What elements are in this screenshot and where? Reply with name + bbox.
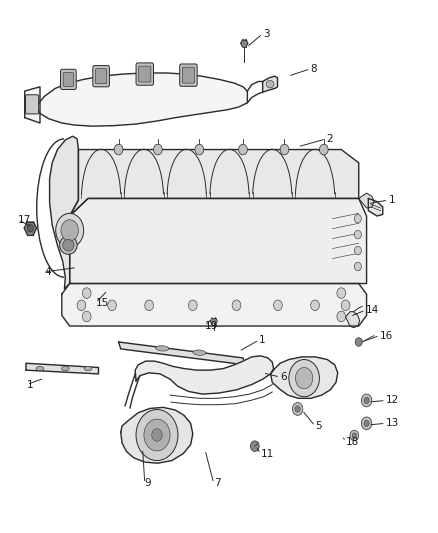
Ellipse shape bbox=[155, 346, 169, 351]
Circle shape bbox=[114, 144, 123, 155]
Ellipse shape bbox=[84, 367, 92, 370]
Polygon shape bbox=[24, 222, 36, 235]
Circle shape bbox=[292, 402, 303, 415]
FancyBboxPatch shape bbox=[25, 95, 39, 114]
Circle shape bbox=[232, 300, 241, 311]
Text: 1: 1 bbox=[27, 379, 34, 390]
Polygon shape bbox=[135, 356, 274, 394]
Text: 7: 7 bbox=[214, 479, 220, 488]
Text: 16: 16 bbox=[380, 330, 393, 341]
Polygon shape bbox=[359, 193, 374, 208]
Circle shape bbox=[144, 419, 170, 451]
Circle shape bbox=[27, 224, 33, 232]
Circle shape bbox=[355, 338, 362, 346]
Circle shape bbox=[311, 300, 319, 311]
FancyBboxPatch shape bbox=[139, 66, 151, 82]
Text: 15: 15 bbox=[96, 297, 109, 308]
Text: 19: 19 bbox=[205, 321, 218, 331]
Text: 13: 13 bbox=[386, 418, 399, 429]
Circle shape bbox=[212, 319, 216, 324]
Circle shape bbox=[82, 311, 91, 322]
FancyBboxPatch shape bbox=[136, 63, 153, 85]
Circle shape bbox=[295, 406, 300, 412]
Text: 14: 14 bbox=[366, 305, 379, 315]
Circle shape bbox=[319, 144, 328, 155]
Circle shape bbox=[153, 144, 162, 155]
Circle shape bbox=[195, 144, 204, 155]
Polygon shape bbox=[49, 136, 78, 289]
Circle shape bbox=[361, 394, 372, 407]
Ellipse shape bbox=[63, 239, 74, 251]
Circle shape bbox=[145, 300, 153, 311]
Circle shape bbox=[354, 262, 361, 271]
FancyBboxPatch shape bbox=[93, 66, 110, 87]
Circle shape bbox=[354, 246, 361, 255]
Circle shape bbox=[251, 441, 259, 451]
Text: 2: 2 bbox=[326, 134, 332, 144]
Text: 8: 8 bbox=[311, 64, 317, 74]
FancyBboxPatch shape bbox=[182, 67, 194, 83]
Text: 4: 4 bbox=[44, 267, 51, 277]
Polygon shape bbox=[241, 39, 248, 47]
Polygon shape bbox=[70, 150, 359, 216]
Circle shape bbox=[289, 360, 319, 397]
Text: 6: 6 bbox=[280, 372, 287, 382]
Ellipse shape bbox=[61, 367, 69, 370]
Polygon shape bbox=[25, 87, 40, 123]
Circle shape bbox=[108, 300, 117, 311]
Circle shape bbox=[361, 417, 372, 430]
Circle shape bbox=[295, 368, 313, 389]
Text: 9: 9 bbox=[145, 479, 152, 488]
Text: 18: 18 bbox=[346, 437, 359, 447]
Circle shape bbox=[337, 311, 346, 322]
Circle shape bbox=[136, 409, 178, 461]
Circle shape bbox=[82, 288, 91, 298]
Circle shape bbox=[61, 220, 78, 241]
Polygon shape bbox=[119, 342, 245, 365]
Polygon shape bbox=[368, 198, 383, 216]
Circle shape bbox=[337, 288, 346, 298]
Polygon shape bbox=[346, 312, 360, 328]
Text: 1: 1 bbox=[389, 195, 395, 205]
FancyBboxPatch shape bbox=[63, 72, 74, 86]
Polygon shape bbox=[35, 73, 247, 126]
Polygon shape bbox=[271, 357, 338, 398]
Polygon shape bbox=[26, 364, 99, 374]
Circle shape bbox=[188, 300, 197, 311]
Ellipse shape bbox=[36, 367, 44, 370]
Circle shape bbox=[152, 429, 162, 441]
Circle shape bbox=[364, 420, 369, 426]
Circle shape bbox=[350, 430, 359, 441]
Polygon shape bbox=[121, 407, 193, 463]
Polygon shape bbox=[263, 76, 278, 92]
Text: 11: 11 bbox=[261, 449, 274, 458]
Text: 3: 3 bbox=[263, 29, 269, 39]
Ellipse shape bbox=[266, 80, 274, 88]
Circle shape bbox=[354, 214, 361, 223]
FancyBboxPatch shape bbox=[95, 69, 107, 84]
Ellipse shape bbox=[60, 236, 77, 254]
Polygon shape bbox=[62, 284, 367, 326]
Circle shape bbox=[352, 433, 357, 438]
Text: 12: 12 bbox=[386, 395, 399, 406]
Circle shape bbox=[341, 300, 350, 311]
Circle shape bbox=[280, 144, 289, 155]
FancyBboxPatch shape bbox=[60, 69, 76, 90]
Circle shape bbox=[77, 300, 86, 311]
Ellipse shape bbox=[193, 350, 206, 356]
Text: 5: 5 bbox=[315, 421, 321, 431]
Text: 17: 17 bbox=[18, 215, 32, 225]
Circle shape bbox=[239, 144, 247, 155]
Circle shape bbox=[274, 300, 283, 311]
Polygon shape bbox=[70, 198, 367, 284]
Text: 1: 1 bbox=[259, 335, 266, 345]
FancyBboxPatch shape bbox=[180, 64, 197, 86]
Circle shape bbox=[56, 213, 84, 247]
Circle shape bbox=[364, 397, 369, 403]
Circle shape bbox=[354, 230, 361, 239]
